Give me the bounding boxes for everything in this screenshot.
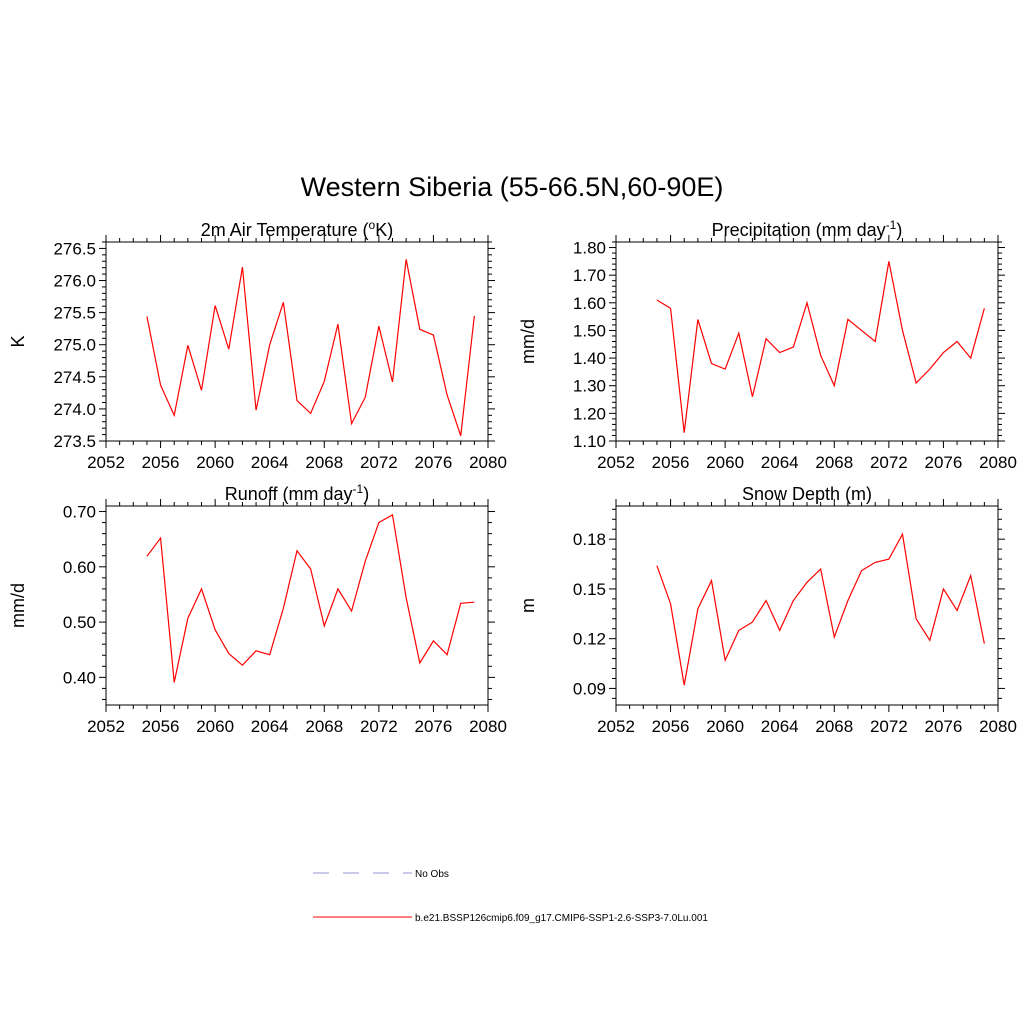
panel-1-ytick-label: 275.0 bbox=[53, 336, 96, 355]
panel-1-xtick-label: 2080 bbox=[469, 453, 507, 472]
panel-3-title: Runoff (mm day-1) bbox=[225, 482, 369, 504]
panel-4-xtick-label: 2060 bbox=[706, 717, 744, 736]
panel-1-xtick-label: 2056 bbox=[142, 453, 180, 472]
panel-4-xtick-label: 2056 bbox=[652, 717, 690, 736]
panel-3-title-main: Runoff (mm day bbox=[225, 484, 353, 504]
panel-3-xtick-label: 2076 bbox=[415, 717, 453, 736]
panel-4-xtick-label: 2080 bbox=[979, 717, 1017, 736]
panel-3-series-line bbox=[146, 513, 475, 683]
panel-1-xtick-label: 2052 bbox=[87, 453, 125, 472]
panels: 2m Air Temperature (oK) K 2052 2056 2060 2064… bbox=[8, 218, 1017, 736]
panel-1-xtick-label: 2060 bbox=[196, 453, 234, 472]
panel-2-ytick-label: 1.20 bbox=[573, 404, 606, 423]
panel-3-ytick-label: 0.40 bbox=[63, 668, 96, 687]
panel-1-xtick-label: 2064 bbox=[251, 453, 289, 472]
panel-1-ytick-label: 273.5 bbox=[53, 432, 96, 451]
panel-2-title-main: Precipitation (mm day bbox=[712, 220, 886, 240]
panel-4-ylabel: m bbox=[518, 598, 538, 613]
panel-3-xtick-label: 2052 bbox=[87, 717, 125, 736]
panel-1-title-sup: o bbox=[369, 218, 376, 232]
panel-4-xtick-label: 2076 bbox=[925, 717, 963, 736]
panel-1-ytick-label: 274.5 bbox=[53, 368, 96, 387]
panel-2-xtick-label: 2080 bbox=[979, 453, 1017, 472]
panel-2-xtick-label: 2064 bbox=[761, 453, 799, 472]
panel-2: Precipitation (mm day-1) mm/d 2052 2056 2060… bbox=[518, 218, 1017, 472]
panel-4-xtick-label: 2064 bbox=[761, 717, 799, 736]
panel-2-series-line bbox=[656, 261, 985, 433]
panel-2-ytick-label: 1.50 bbox=[573, 321, 606, 340]
panel-1-ytick-label: 276.0 bbox=[53, 272, 96, 291]
panel-1-ytick-label: 276.5 bbox=[53, 239, 96, 258]
panel-1-frame bbox=[105, 241, 489, 442]
panel-1-xtick-label: 2068 bbox=[305, 453, 343, 472]
panel-2-ylabel: mm/d bbox=[518, 319, 538, 364]
panel-3-xtick-label: 2080 bbox=[469, 717, 507, 736]
panel-3-xtick-label: 2064 bbox=[251, 717, 289, 736]
panel-3-title-sup: -1 bbox=[353, 482, 364, 496]
panel-2-xtick-label: 2072 bbox=[870, 453, 908, 472]
legend-label-model: b.e21.BSSP126cmip6.f09_g17.CMIP6-SSP1-2.… bbox=[415, 913, 708, 924]
panel-2-ytick-label: 1.60 bbox=[573, 294, 606, 313]
panel-2-title-sup: -1 bbox=[886, 218, 897, 232]
panel-1-series-line bbox=[146, 259, 475, 437]
panel-2-xtick-label: 2056 bbox=[652, 453, 690, 472]
panel-3-frame bbox=[105, 505, 489, 706]
panel-3-title-end: ) bbox=[363, 484, 369, 504]
figure-title: Western Siberia (55-66.5N,60-90E) bbox=[301, 172, 724, 202]
panel-2-ytick-label: 1.40 bbox=[573, 349, 606, 368]
panel-3-xtick-label: 2072 bbox=[360, 717, 398, 736]
panel-4-xtick-label: 2052 bbox=[597, 717, 635, 736]
panel-2-ytick-label: 1.30 bbox=[573, 377, 606, 396]
panel-1: 2m Air Temperature (oK) K 2052 2056 2060 2064… bbox=[8, 218, 507, 472]
panel-2-ytick-label: 1.70 bbox=[573, 266, 606, 285]
panel-4-series-line bbox=[656, 532, 985, 686]
panel-4-xtick-label: 2068 bbox=[815, 717, 853, 736]
panel-2-xtick-label: 2060 bbox=[706, 453, 744, 472]
panel-3-ylabel: mm/d bbox=[8, 583, 28, 628]
panel-4-xtick-label: 2072 bbox=[870, 717, 908, 736]
panel-2-xtick-label: 2068 bbox=[815, 453, 853, 472]
panel-4-title: Snow Depth (m) bbox=[742, 484, 872, 504]
panel-1-ytick-label: 275.5 bbox=[53, 304, 96, 323]
panel-2-ytick-label: 1.80 bbox=[573, 239, 606, 258]
panel-2-xtick-label: 2076 bbox=[925, 453, 963, 472]
panel-3-ytick-label: 0.60 bbox=[63, 558, 96, 577]
panel-4-ytick-label: 0.09 bbox=[573, 679, 606, 698]
panel-2-title: Precipitation (mm day-1) bbox=[712, 218, 903, 240]
panel-4: Snow Depth (m) m 2052 2056 2060 2064 2068 2072 2… bbox=[518, 484, 1017, 736]
panel-1-title-end: K) bbox=[375, 220, 393, 240]
panel-2-frame bbox=[615, 241, 999, 442]
panel-1-title-main: 2m Air Temperature ( bbox=[201, 220, 369, 240]
panel-1-xtick-label: 2076 bbox=[415, 453, 453, 472]
panel-3-xtick-label: 2068 bbox=[305, 717, 343, 736]
legend-label-no-obs: No Obs bbox=[415, 869, 449, 880]
panel-4-title-main: Snow Depth (m) bbox=[742, 484, 872, 504]
panel-2-xtick-label: 2052 bbox=[597, 453, 635, 472]
panel-1-xtick-label: 2072 bbox=[360, 453, 398, 472]
panel-3: Runoff (mm day-1) mm/d 2052 2056 2060 2064 206… bbox=[8, 482, 507, 736]
panel-4-ytick-label: 0.12 bbox=[573, 630, 606, 649]
legend: No Obs b.e21.BSSP126cmip6.f09_g17.CMIP6-… bbox=[313, 869, 708, 924]
panel-3-xtick-label: 2056 bbox=[142, 717, 180, 736]
panel-4-ytick-label: 0.15 bbox=[573, 580, 606, 599]
panel-1-ytick-label: 274.0 bbox=[53, 400, 96, 419]
panel-4-frame bbox=[615, 505, 999, 706]
panel-2-ytick-label: 1.10 bbox=[573, 432, 606, 451]
panel-1-title: 2m Air Temperature (oK) bbox=[201, 218, 393, 240]
panel-1-ylabel: K bbox=[8, 335, 28, 347]
panel-3-ytick-label: 0.70 bbox=[63, 503, 96, 522]
panel-3-xtick-label: 2060 bbox=[196, 717, 234, 736]
panel-4-ytick-label: 0.18 bbox=[573, 530, 606, 549]
panel-2-title-end: ) bbox=[896, 220, 902, 240]
panel-3-ytick-label: 0.50 bbox=[63, 613, 96, 632]
